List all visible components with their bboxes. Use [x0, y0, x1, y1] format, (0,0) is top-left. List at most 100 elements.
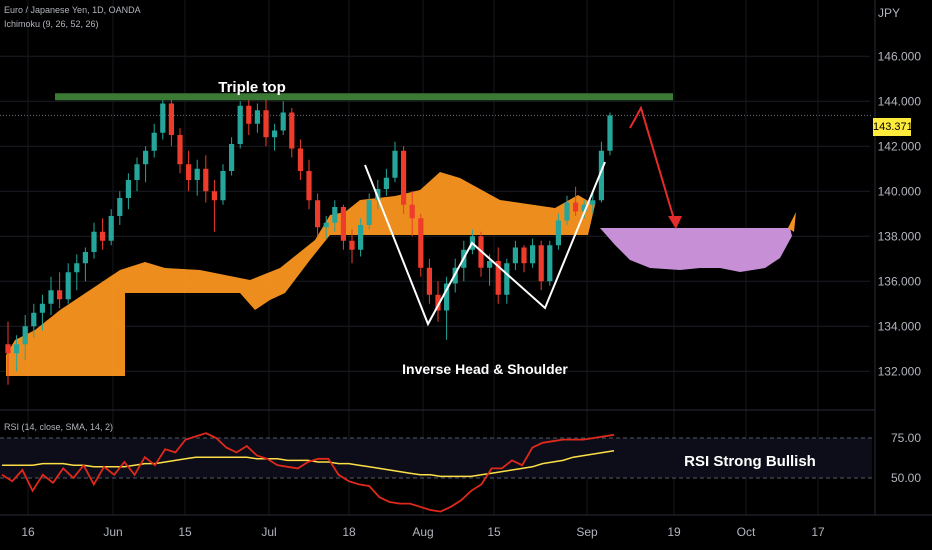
candle-body — [332, 207, 338, 223]
candle-body — [48, 290, 54, 304]
candle-body — [555, 220, 561, 246]
candle-body — [573, 202, 579, 212]
candle-body — [254, 110, 260, 124]
candle-body — [323, 222, 329, 228]
time-tick-label: 19 — [667, 525, 681, 539]
candle-body — [186, 164, 192, 180]
candle-body — [607, 115, 613, 151]
price-tick-label: 140.000 — [878, 184, 922, 198]
candle-body — [349, 240, 355, 250]
candle-body — [426, 267, 432, 295]
candle-body — [590, 200, 596, 205]
rsi-legend[interactable]: RSI (14, close, SMA, 14, 2) — [4, 422, 114, 432]
candle-body — [211, 191, 217, 201]
candle-body — [168, 103, 174, 135]
price-tick-label: 144.000 — [878, 94, 922, 108]
time-tick-label: 18 — [342, 525, 356, 539]
candle-body — [237, 105, 243, 144]
time-tick-label: 17 — [811, 525, 825, 539]
candle-body — [538, 245, 544, 282]
time-tick-label: 15 — [487, 525, 501, 539]
candle-body — [272, 130, 278, 138]
price-tick-label: 136.000 — [878, 274, 922, 288]
chart-labels: Triple top Inverse Head & Shoulder RSI S… — [218, 79, 816, 470]
candle-body — [22, 326, 28, 345]
projection-arrowhead — [668, 216, 682, 229]
candle-body — [340, 207, 346, 241]
candle-body — [521, 247, 527, 264]
candle-body — [418, 218, 424, 268]
time-tick-label: Sep — [576, 525, 598, 539]
candle-body — [5, 344, 11, 354]
candle-body — [530, 245, 536, 264]
candle-body — [280, 112, 286, 131]
ichimoku-cloud — [6, 172, 796, 376]
projection-arrow — [629, 105, 677, 227]
candle-body — [74, 263, 80, 273]
ichimoku-cloud-bearish — [600, 228, 792, 272]
candle-body — [177, 135, 183, 165]
candle-body — [117, 198, 123, 216]
time-tick-label: Oct — [737, 525, 756, 539]
inverse-hs-pattern — [364, 161, 606, 327]
candle-body — [151, 132, 157, 151]
candle-body — [512, 247, 518, 264]
symbol-title[interactable]: Euro / Japanese Yen, 1D, OANDA — [4, 5, 141, 15]
ichimoku-cloud-twist — [788, 212, 796, 232]
last-price-tag: 143.371 — [873, 118, 913, 136]
candle-body — [108, 216, 114, 241]
time-axis[interactable]: 16 Jun 15 Jul 18 Aug 15 Sep 19 Oct 17 — [21, 525, 825, 539]
chart-drawings — [55, 93, 682, 327]
candle-body — [246, 105, 252, 124]
candle-body — [358, 225, 364, 250]
candle-body — [401, 150, 407, 205]
price-tick-label: 132.000 — [878, 364, 922, 378]
candle-body — [564, 202, 570, 221]
triple-top-label: Triple top — [218, 79, 286, 96]
price-tick-label: 138.000 — [878, 229, 922, 243]
candle-body — [125, 180, 131, 198]
time-tick-label: 15 — [178, 525, 192, 539]
candle-body — [495, 261, 501, 295]
candle-body — [14, 344, 20, 354]
price-axis[interactable]: 146.000 144.000 142.000 140.000 138.000 136.0… — [878, 49, 922, 378]
candle-body — [444, 283, 450, 311]
candle-body — [263, 110, 269, 138]
candle-body — [366, 200, 372, 225]
candle-body — [598, 150, 604, 201]
time-tick-label: Jul — [261, 525, 276, 539]
price-tick-label: 134.000 — [878, 319, 922, 333]
candle-body — [134, 164, 140, 180]
candle-body — [82, 252, 88, 264]
candle-body — [160, 103, 166, 133]
price-tick-label: 142.000 — [878, 139, 922, 153]
candle-body — [383, 177, 389, 189]
candle-body — [289, 112, 295, 149]
candle-body — [31, 312, 37, 327]
time-tick-label: 16 — [21, 525, 35, 539]
candle-body — [203, 168, 209, 192]
candle-body — [306, 171, 312, 201]
rsi-note-label: RSI Strong Bullish — [684, 453, 816, 470]
candle-body — [57, 290, 63, 300]
candle-body — [297, 148, 303, 171]
inverse-hs-label: Inverse Head & Shoulder — [402, 361, 568, 377]
rsi-tick-label: 75.00 — [891, 431, 921, 445]
candle-body — [220, 171, 226, 201]
candle-body — [409, 204, 415, 219]
candle-body — [504, 263, 510, 295]
time-tick-label: Aug — [412, 525, 433, 539]
candle-body — [229, 144, 235, 171]
candle-body — [392, 150, 398, 178]
candle-body — [547, 245, 553, 282]
price-tick-label: 146.000 — [878, 49, 922, 63]
candle-body — [435, 294, 441, 311]
ichimoku-legend[interactable]: Ichimoku (9, 26, 52, 26) — [4, 19, 99, 29]
rsi-panel: 75.00 50.00 — [0, 431, 921, 513]
rsi-line — [1, 432, 615, 513]
ichimoku-cloud-bullish — [6, 172, 595, 376]
currency-label: JPY — [877, 6, 900, 20]
candle-body — [487, 261, 493, 268]
candle-body — [39, 303, 45, 313]
